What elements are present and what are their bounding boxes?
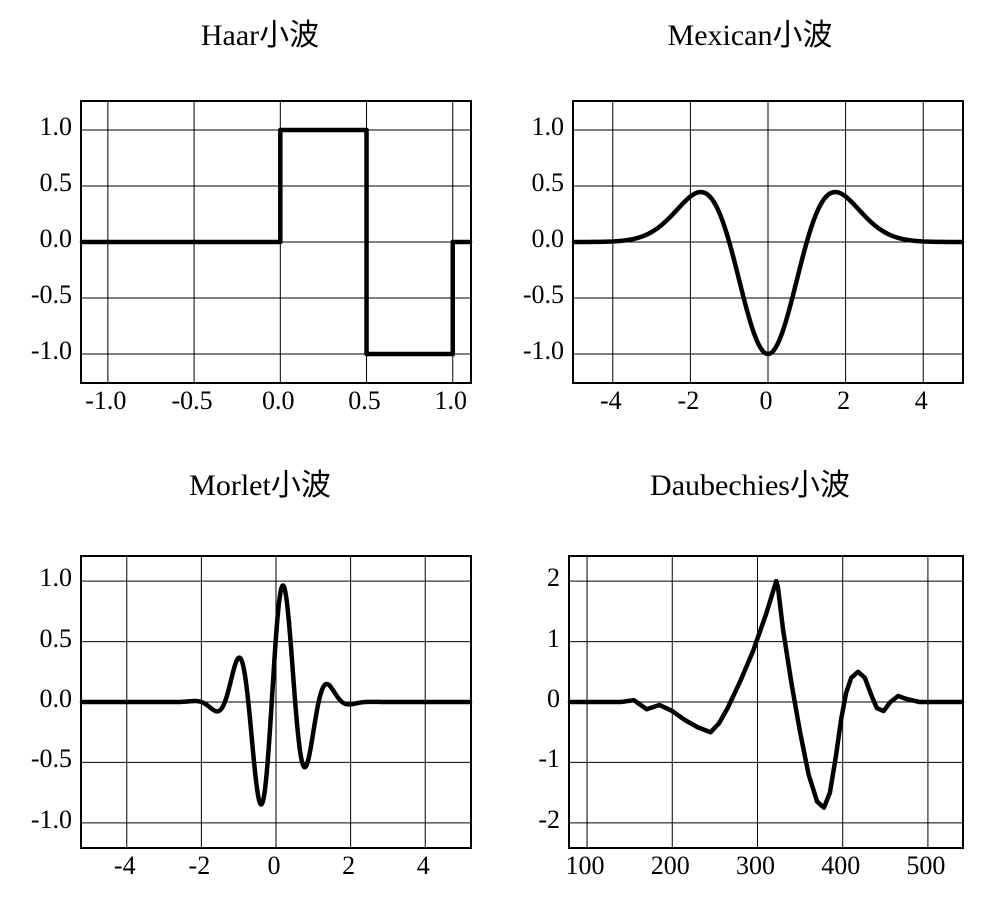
ytick-label: -0.5: [18, 744, 72, 774]
xtick-label: -1.0: [85, 386, 126, 416]
xtick-label: 0.5: [348, 386, 381, 416]
plot-morlet: [82, 557, 470, 847]
xtick-label: 2: [342, 851, 355, 881]
plot-daubechies: [570, 557, 962, 847]
ytick-label: -0.5: [18, 280, 72, 310]
xtick-label: -2: [678, 386, 700, 416]
ytick-label: -2: [506, 805, 560, 835]
xtick-label: 200: [651, 851, 690, 881]
xtick-label: 0.0: [262, 386, 295, 416]
xtick-label: -0.5: [171, 386, 212, 416]
wavelet-figure: Haar小波 Mexican小波 Morlet小波 Daubechies小波 -…: [0, 0, 1000, 918]
plot-haar: [82, 102, 470, 382]
axes-daubechies: [568, 555, 964, 849]
ytick-label: 1.0: [510, 112, 564, 142]
axes-mexican: [572, 100, 964, 384]
xtick-label: -2: [189, 851, 211, 881]
ytick-label: 2: [506, 563, 560, 593]
title-morlet: Morlet小波: [60, 460, 460, 504]
xtick-label: 4: [915, 386, 928, 416]
xtick-label: -4: [600, 386, 622, 416]
ytick-label: 0: [506, 684, 560, 714]
xtick-label: 2: [837, 386, 850, 416]
xtick-label: 300: [736, 851, 775, 881]
xtick-label: 1.0: [435, 386, 468, 416]
ytick-label: -1.0: [18, 805, 72, 835]
xtick-label: 100: [566, 851, 605, 881]
title-haar: Haar小波: [60, 10, 460, 54]
xtick-label: 400: [821, 851, 860, 881]
ytick-label: 1: [506, 624, 560, 654]
ytick-label: 1.0: [18, 563, 72, 593]
xtick-label: 500: [906, 851, 945, 881]
ytick-label: 0.5: [510, 168, 564, 198]
ytick-label: -1.0: [18, 336, 72, 366]
ytick-label: -0.5: [510, 280, 564, 310]
xtick-label: 0: [268, 851, 281, 881]
ytick-label: -1.0: [510, 336, 564, 366]
axes-haar: [80, 100, 472, 384]
ytick-label: 0.0: [18, 224, 72, 254]
title-daubechies: Daubechies小波: [540, 460, 960, 504]
ytick-label: 0.0: [18, 684, 72, 714]
ytick-label: 0.5: [18, 624, 72, 654]
title-mexican: Mexican小波: [540, 10, 960, 54]
axes-morlet: [80, 555, 472, 849]
xtick-label: -4: [114, 851, 136, 881]
ytick-label: 0.5: [18, 168, 72, 198]
ytick-label: 0.0: [510, 224, 564, 254]
xtick-label: 0: [760, 386, 773, 416]
ytick-label: -1: [506, 744, 560, 774]
plot-mexican: [574, 102, 962, 382]
ytick-label: 1.0: [18, 112, 72, 142]
xtick-label: 4: [417, 851, 430, 881]
